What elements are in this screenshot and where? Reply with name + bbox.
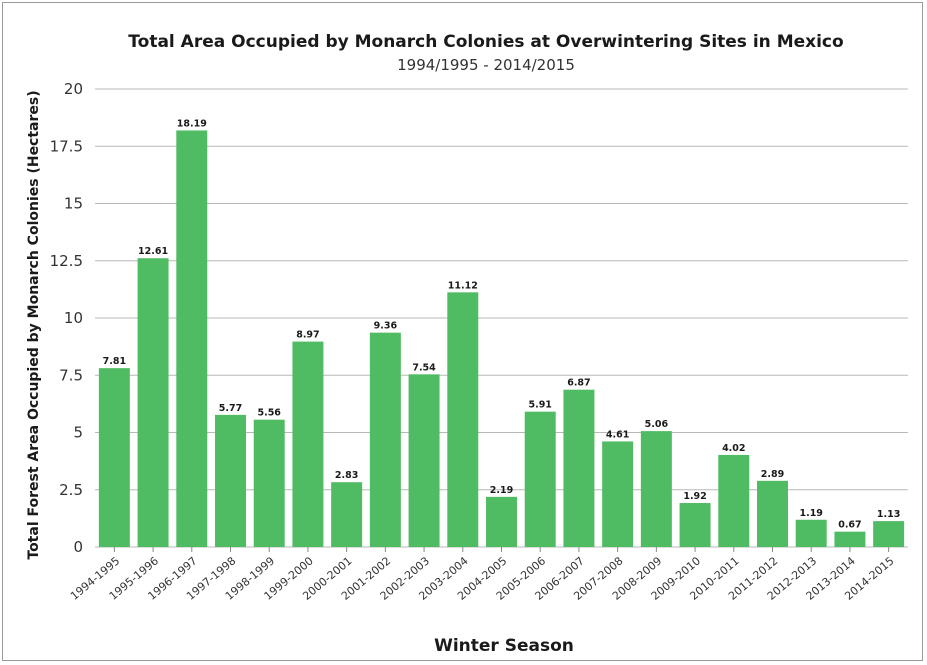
bar xyxy=(795,519,827,547)
bar xyxy=(331,482,363,547)
data-labels: 7.81 12.61 18.19 5.77 5.56 8.97 2.83 9.36 7.54 11… xyxy=(103,118,901,530)
y-tick-label: 20 xyxy=(64,80,83,98)
data-label: 2.83 xyxy=(335,470,358,481)
bar xyxy=(369,332,401,547)
chart-title: Total Area Occupied by Monarch Colonies … xyxy=(128,32,843,52)
bar xyxy=(447,292,479,547)
bar xyxy=(640,431,672,547)
bar xyxy=(602,441,634,547)
bar xyxy=(718,454,750,547)
data-label: 5.77 xyxy=(219,403,242,414)
data-label: 18.19 xyxy=(177,118,207,129)
x-axis-label: Winter Season xyxy=(434,636,574,656)
data-label: 2.19 xyxy=(490,485,513,496)
bar xyxy=(176,130,208,547)
y-axis-label: Total Forest Area Occupied by Monarch Co… xyxy=(26,90,42,559)
data-label: 5.91 xyxy=(528,400,551,411)
data-label: 6.87 xyxy=(567,378,590,389)
data-label: 4.61 xyxy=(606,429,629,440)
data-label: 12.61 xyxy=(138,246,168,257)
y-tick-label: 5 xyxy=(73,424,83,442)
data-label: 1.19 xyxy=(799,508,822,519)
bar xyxy=(873,521,905,547)
data-label: 1.13 xyxy=(877,509,900,520)
data-label: 4.02 xyxy=(722,443,745,454)
y-axis-ticks: 0 2.5 5 7.5 10 12.5 15 17.5 20 xyxy=(50,80,83,556)
y-tick-label: 7.5 xyxy=(59,366,83,384)
data-label: 5.06 xyxy=(645,419,669,430)
data-label: 1.92 xyxy=(683,491,706,502)
bar xyxy=(98,368,130,547)
data-label: 7.81 xyxy=(103,356,126,367)
data-label: 7.54 xyxy=(412,362,436,373)
y-tick-label: 15 xyxy=(64,195,83,213)
y-tick-label: 12.5 xyxy=(50,252,83,270)
bar xyxy=(524,411,556,547)
y-tick-label: 10 xyxy=(64,309,83,327)
data-label: 9.36 xyxy=(374,321,398,332)
data-label: 11.12 xyxy=(448,280,478,291)
bar xyxy=(253,419,285,547)
bars xyxy=(98,130,905,547)
y-tick-label: 17.5 xyxy=(50,137,83,155)
bar xyxy=(486,496,517,547)
bar xyxy=(292,341,324,547)
chart-subtitle: 1994/1995 - 2014/2015 xyxy=(397,56,575,74)
data-label: 0.67 xyxy=(838,520,861,531)
bar xyxy=(215,414,246,547)
y-tick-label: 0 xyxy=(73,538,83,556)
bar xyxy=(757,480,788,547)
data-label: 5.56 xyxy=(257,408,281,419)
x-axis-ticks: 1994-19951995-19961996-19971997-19981998… xyxy=(68,547,897,603)
data-label: 8.97 xyxy=(296,330,319,341)
bar xyxy=(834,531,866,547)
bar xyxy=(408,374,440,547)
y-tick-label: 2.5 xyxy=(59,481,83,499)
bar xyxy=(137,258,169,547)
bar xyxy=(679,503,711,547)
bar xyxy=(563,389,595,547)
data-label: 2.89 xyxy=(761,469,784,480)
